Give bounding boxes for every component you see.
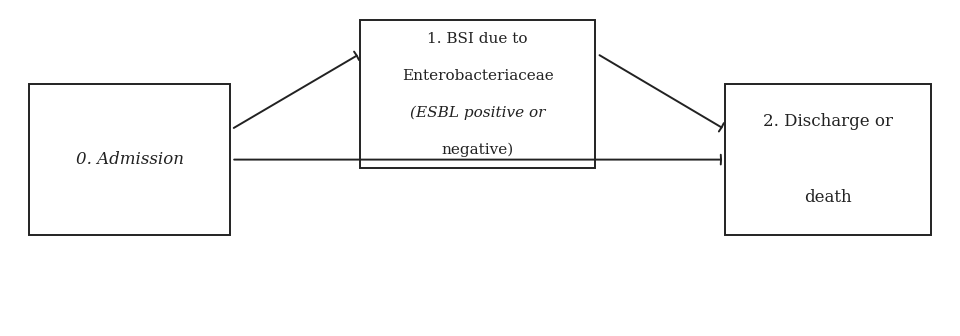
Bar (360, 20, 595, 168)
Bar (29, 84, 230, 235)
Bar (725, 84, 931, 235)
Text: 2. Discharge or: 2. Discharge or (763, 113, 893, 130)
Text: 0. Admission: 0. Admission (76, 151, 183, 168)
Text: 1. BSI due to: 1. BSI due to (427, 32, 528, 46)
Text: negative): negative) (442, 142, 514, 157)
Text: death: death (804, 189, 852, 206)
Text: Enterobacteriaceae: Enterobacteriaceae (401, 69, 554, 83)
Text: (ESBL positive or: (ESBL positive or (410, 106, 545, 120)
